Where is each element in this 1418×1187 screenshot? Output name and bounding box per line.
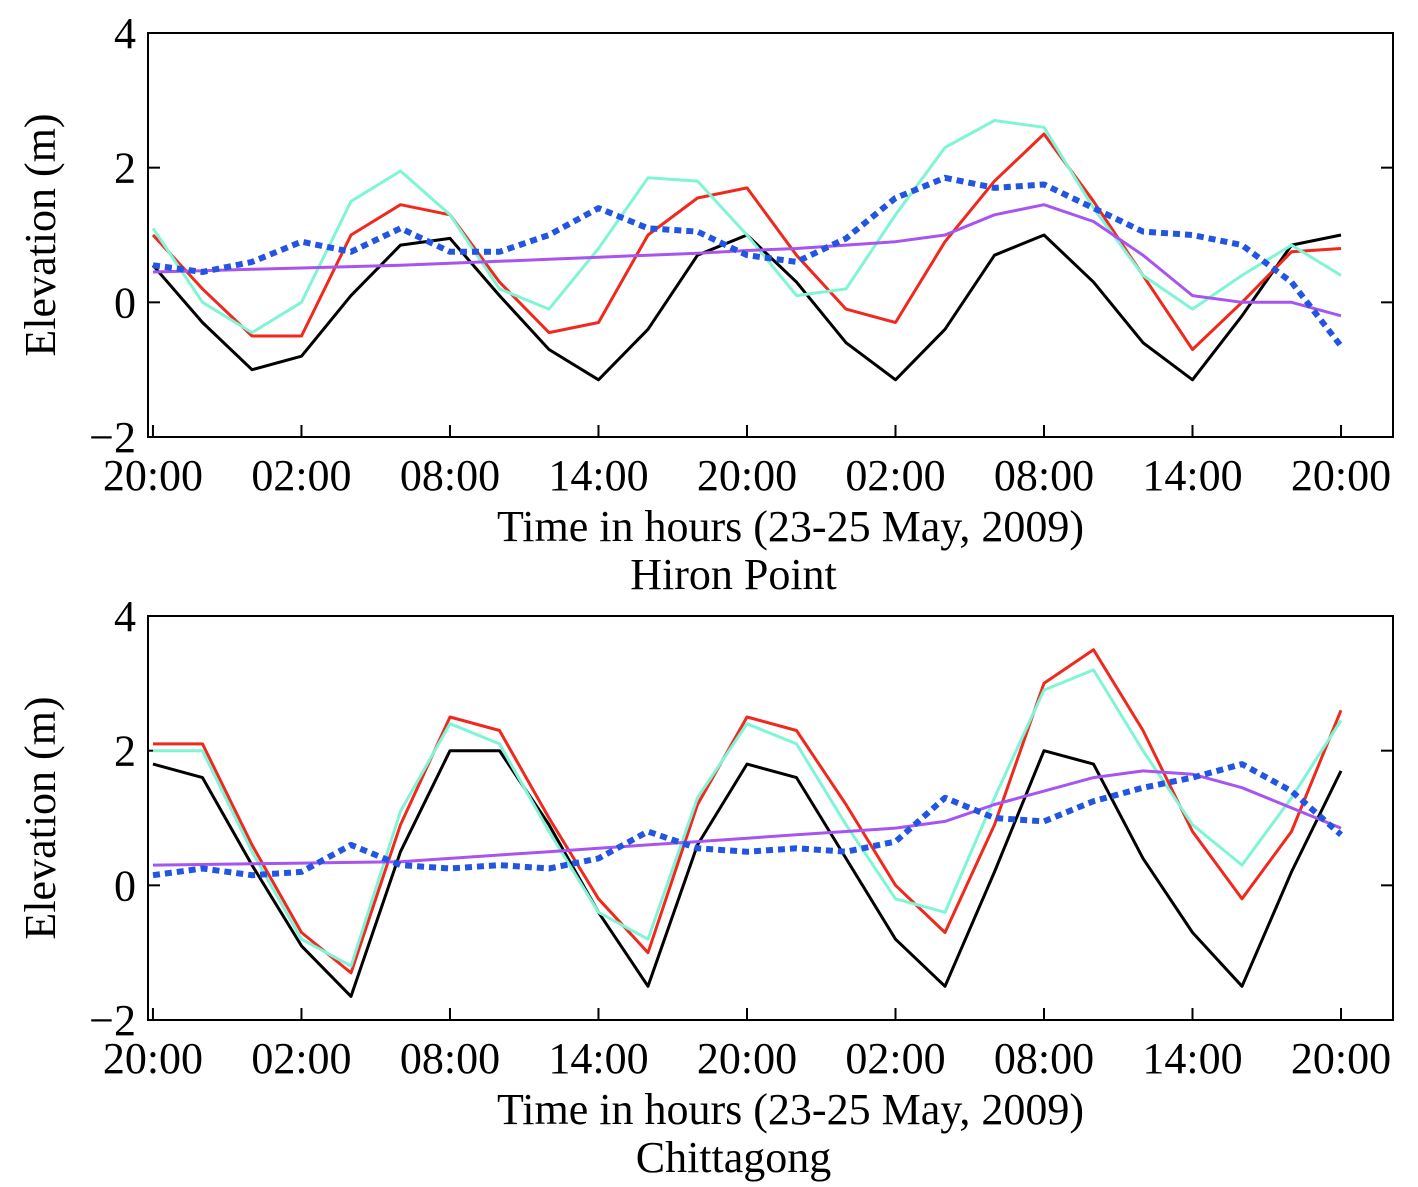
x-tick-label: 02:00 — [251, 1034, 351, 1083]
x-tick-label: 02:00 — [845, 1034, 945, 1083]
y-tick-label: 4 — [114, 592, 136, 641]
x-tick-label: 14:00 — [548, 1034, 648, 1083]
series-line — [152, 203, 1342, 318]
x-tick-label: 02:00 — [251, 451, 351, 500]
x-axis-label: Time in hours (23-25 May, 2009) — [497, 502, 1084, 551]
y-tick-label: 4 — [114, 9, 136, 58]
x-tick-label: 02:00 — [845, 451, 945, 500]
y-tick-label: 0 — [114, 278, 136, 327]
chart-title: Hiron Point — [630, 550, 837, 599]
series-line — [153, 668, 1343, 968]
x-tick-label: 08:00 — [400, 1034, 500, 1083]
series-line — [152, 174, 1344, 348]
y-tick-label: 0 — [114, 861, 136, 910]
x-tick-label: 20:00 — [697, 1034, 797, 1083]
y-tick-label: −2 — [89, 996, 136, 1045]
x-tick-label: 20:00 — [103, 451, 203, 500]
x-tick-label: 08:00 — [994, 1034, 1094, 1083]
x-tick-label: 20:00 — [1291, 451, 1391, 500]
series-line — [152, 761, 1343, 879]
y-tick-label: 2 — [114, 727, 136, 776]
series-line — [152, 749, 1343, 998]
plot-frame — [147, 32, 1394, 438]
plot-frame — [147, 615, 1394, 1021]
y-axis-label: Elevation (m) — [16, 113, 65, 356]
x-tick-label: 20:00 — [103, 1034, 203, 1083]
x-tick-label: 14:00 — [548, 451, 648, 500]
series-line — [153, 648, 1343, 975]
series-line — [152, 769, 1342, 867]
series-line — [151, 119, 1342, 335]
x-tick-label: 14:00 — [1142, 1034, 1242, 1083]
y-axis-label: Elevation (m) — [16, 696, 65, 939]
x-tick-label: 14:00 — [1142, 451, 1242, 500]
x-axis-label: Time in hours (23-25 May, 2009) — [497, 1085, 1084, 1134]
y-tick-label: 2 — [114, 144, 136, 193]
y-tick-label: −2 — [89, 413, 136, 462]
chart-title: Chittagong — [636, 1133, 832, 1182]
x-tick-label: 20:00 — [697, 451, 797, 500]
x-tick-label: 08:00 — [994, 451, 1094, 500]
x-tick-label: 20:00 — [1291, 1034, 1391, 1083]
x-tick-label: 08:00 — [400, 451, 500, 500]
